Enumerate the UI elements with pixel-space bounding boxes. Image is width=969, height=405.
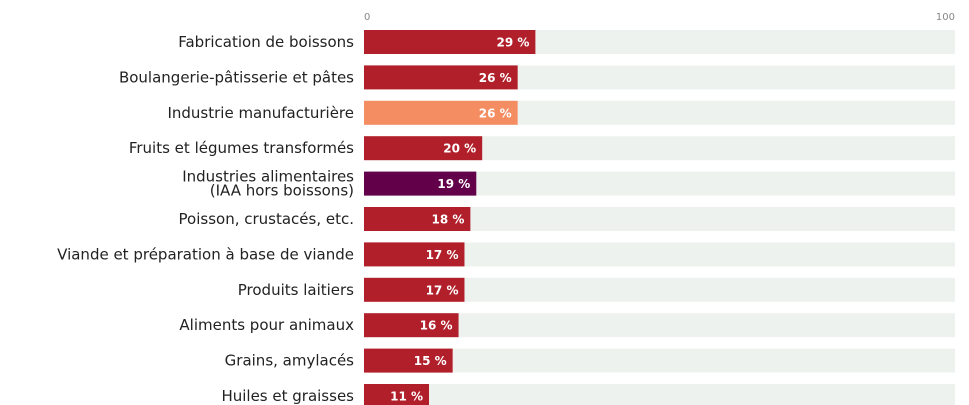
bar-value-label: 26 %: [479, 71, 512, 85]
bar: [364, 136, 483, 161]
bar: [364, 384, 430, 405]
category-label: Fabrication de boissons: [178, 33, 354, 51]
bar-value-label: 26 %: [479, 106, 512, 120]
category-label: Produits laitiers: [238, 280, 354, 298]
category-label: Huiles et graisses: [221, 387, 354, 405]
bar-value-label: 18 %: [431, 213, 464, 227]
category-label: Industrie manufacturière: [167, 103, 354, 121]
x-tick-label: 0: [364, 12, 370, 23]
x-tick-label: 100: [936, 12, 955, 23]
category-label: Fruits et légumes transformés: [129, 139, 354, 157]
bar-value-label: 19 %: [437, 177, 470, 191]
category-label: Industries alimentaires (IAA hors boisson…: [182, 167, 354, 199]
bar-value-label: 20 %: [443, 142, 476, 156]
bar: [364, 171, 477, 196]
bar-value-label: 17 %: [426, 283, 459, 297]
bar-value-label: 11 %: [390, 390, 423, 404]
category-label: Poisson, crustacés, etc.: [179, 210, 354, 228]
category-label: Boulangerie-pâtisserie et pâtes: [119, 68, 354, 86]
bar: [364, 242, 465, 267]
bar-track: [364, 384, 955, 405]
bar: [364, 100, 518, 125]
bar: [364, 277, 465, 302]
bar-value-label: 17 %: [426, 248, 459, 262]
bar-value-label: 29 %: [496, 36, 529, 50]
bar-value-label: 16 %: [420, 319, 453, 333]
bar: [364, 65, 518, 90]
bar: [364, 313, 459, 338]
bar: [364, 207, 471, 231]
bar: [364, 30, 536, 54]
bar-track: [364, 313, 955, 338]
bar-track: [364, 348, 955, 373]
bar: [364, 348, 453, 373]
category-label: Aliments pour animaux: [179, 316, 354, 334]
bar-value-label: 15 %: [414, 354, 447, 368]
category-label: Viande et préparation à base de viande: [57, 245, 354, 263]
category-label: Grains, amylacés: [225, 351, 355, 369]
